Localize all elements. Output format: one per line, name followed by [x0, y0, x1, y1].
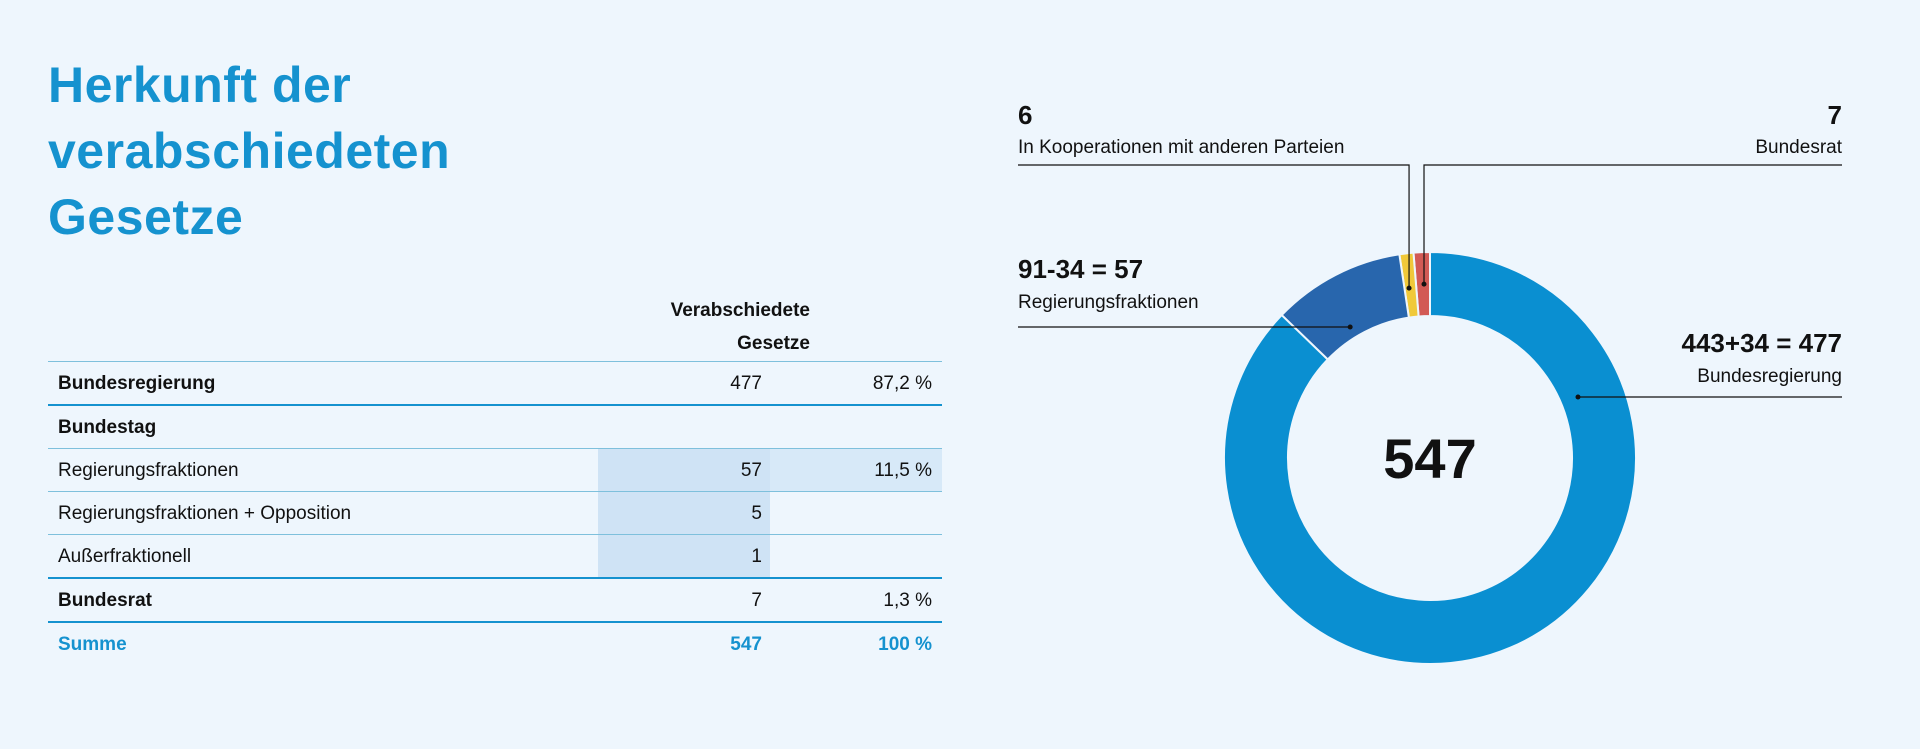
table-row-regierungsfraktionen: Regierungsfraktionen 57 11,5 % [48, 448, 942, 491]
title-line-1: Herkunft der [48, 57, 352, 113]
table-body: Bundesregierung 477 87,2 % Bundestag Reg… [48, 361, 942, 665]
column-header: Verabschiedete Gesetze [568, 294, 810, 360]
cell-highlight [598, 492, 770, 534]
donut-slice-in-kooperationen-mit-anderen-parteien [1398, 251, 1420, 319]
leader-line-kooperation [1018, 164, 1410, 289]
donut-slice-regierungsfraktionen [1280, 253, 1411, 361]
annotation-value-regierungsfraktionen: 91-34 = 57 [1018, 254, 1143, 284]
annotation-value-kooperation: 6 [1018, 100, 1032, 130]
table-row-opposition: Regierungsfraktionen + Opposition 5 [48, 491, 942, 534]
sum-value: 547 [730, 634, 762, 655]
donut-slices [1223, 250, 1637, 665]
leader-line-bundesregierung-dot [1575, 394, 1581, 400]
leader-line-bundesrat-dot [1421, 281, 1427, 287]
annotation-value-bundesregierung: 443+34 = 477 [1682, 328, 1843, 358]
row-label: Bundestag [58, 417, 157, 438]
column-header-line-1: Verabschiedete [670, 300, 810, 321]
row-percent: 87,2 % [872, 373, 932, 394]
cell-highlight [770, 449, 942, 491]
column-header-line-2: Gesetze [737, 333, 810, 354]
center-total-label: 547 [1383, 427, 1476, 490]
table-row-sum: Summe 547 100 % [48, 621, 942, 665]
table-row-bundesregierung: Bundesregierung 477 87,2 % [48, 361, 942, 404]
title-line-3: Gesetze [48, 189, 244, 245]
row-value: 57 [740, 460, 762, 481]
sum-label: Summe [58, 634, 127, 655]
row-value: 477 [730, 373, 762, 394]
sum-percent: 100 % [878, 634, 932, 655]
leader-line-bundesrat [1423, 164, 1842, 285]
row-percent: 11,5 % [874, 460, 932, 481]
page-title: Herkunft der verabschiedeten Gesetze [48, 52, 568, 250]
leader-line-regierungsfraktionen-dot [1347, 324, 1353, 330]
donut-slice-bundesrat [1412, 250, 1431, 318]
table-row-bundesrat: Bundesrat 7 1,3 % [48, 577, 942, 621]
table-row-bundestag: Bundestag [48, 404, 942, 448]
cell-highlight [598, 535, 770, 577]
annotation-value-bundesrat: 7 [1828, 100, 1842, 130]
row-value: 7 [751, 590, 762, 611]
row-value: 5 [751, 503, 762, 524]
row-label: Regierungsfraktionen [58, 460, 239, 481]
title-line-2: verabschiedeten [48, 123, 451, 179]
leader-line-kooperation-dot [1406, 285, 1412, 291]
annotation-label-bundesrat: Bundesrat [1755, 137, 1842, 158]
row-percent: 1,3 % [883, 590, 932, 611]
row-label: Regierungsfraktionen + Opposition [58, 503, 352, 524]
cell-highlight [598, 449, 770, 491]
annotation-label-bundesregierung: Bundesregierung [1697, 366, 1842, 387]
row-value: 1 [751, 546, 762, 567]
annotation-leaders [1018, 164, 1842, 400]
annotation-label-regierungsfraktionen: Regierungsfraktionen [1018, 292, 1199, 313]
row-label: Bundesrat [58, 590, 152, 611]
row-label: Bundesregierung [58, 373, 216, 394]
row-label: Außerfraktionell [58, 546, 192, 567]
annotation-label-kooperation: In Kooperationen mit anderen Parteien [1018, 137, 1344, 158]
donut-slice-bundesregierung [1223, 250, 1637, 665]
table-row-ausserfraktionell: Außerfraktionell 1 [48, 534, 942, 577]
